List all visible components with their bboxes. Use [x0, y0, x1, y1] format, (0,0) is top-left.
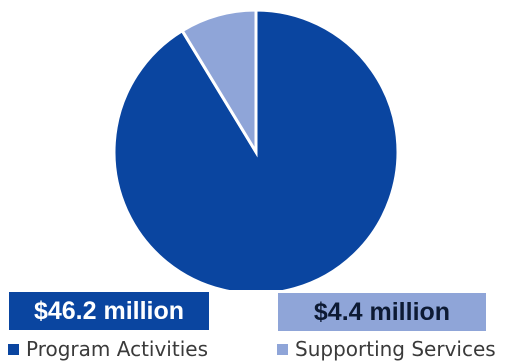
legend-label-program-activities: Program Activities [26, 337, 208, 361]
legend-swatch-program-activities [8, 343, 19, 355]
legend-item-supporting-services: Supporting Services [277, 336, 496, 362]
legend-item-program-activities: Program Activities [8, 336, 208, 362]
pie-slice-supporting-services [180, 8, 258, 158]
legend-swatch-supporting-services [277, 343, 288, 355]
supporting-services-value-label: $4.4 million [278, 293, 486, 331]
program-activities-value-label: $46.2 million [9, 292, 209, 330]
pie-chart [112, 8, 400, 290]
legend-label-supporting-services: Supporting Services [295, 337, 496, 361]
pie-slice-program-activities [112, 8, 400, 290]
